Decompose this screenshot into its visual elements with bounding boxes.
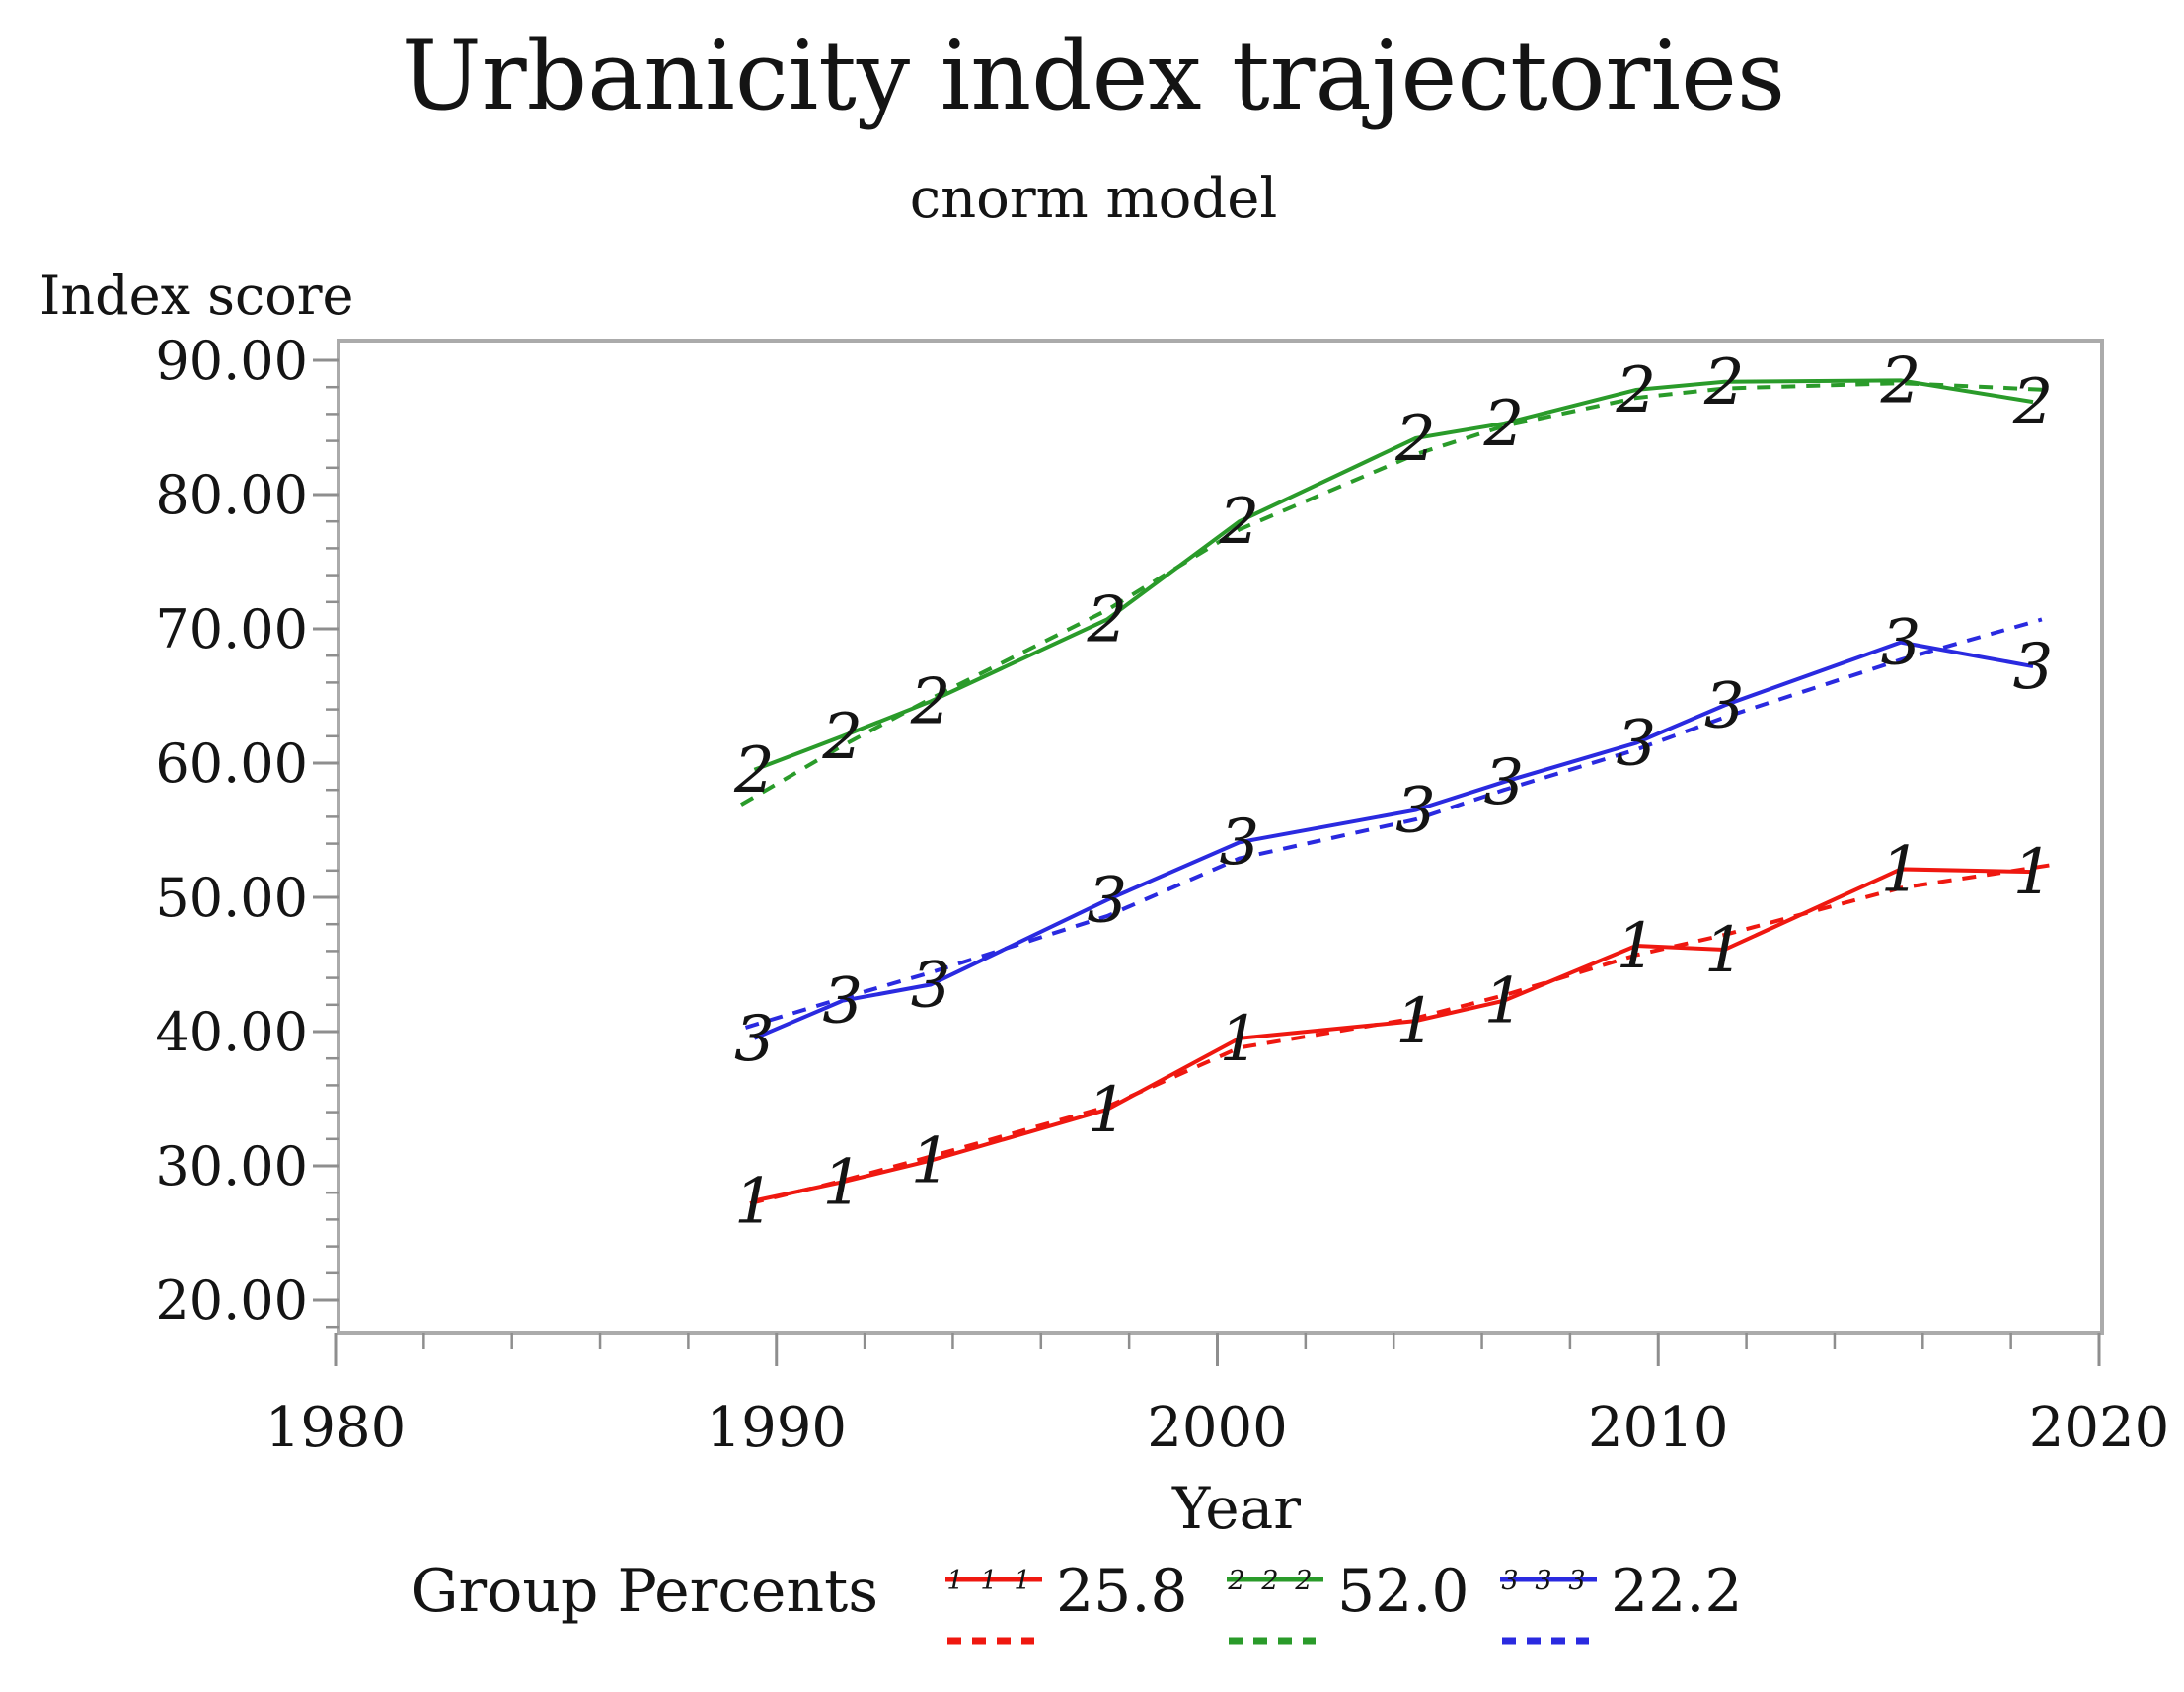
- group-3-marker: 3: [911, 949, 951, 1022]
- y-tick-label: 80.00: [155, 464, 308, 526]
- legend-marker-digit-2: 2: [1260, 1566, 1278, 1596]
- x-tick-label: 2000: [1147, 1396, 1288, 1460]
- chart-subtitle: cnorm model: [910, 167, 1278, 231]
- legend-marker-digit-3: 3: [1568, 1566, 1585, 1596]
- group-1-marker: 1: [1395, 985, 1436, 1058]
- legend-marker-digit-3: 3: [1535, 1566, 1551, 1596]
- group-2-observed-line: [753, 378, 2034, 772]
- legend-marker-digit-2: 2: [1294, 1566, 1312, 1596]
- group-1-marker: 1: [2013, 836, 2054, 909]
- y-tick-label: 70.00: [155, 598, 308, 660]
- group-1-marker: 1: [822, 1146, 863, 1219]
- legend-entries: 1 1 1 25.8 2 2 2 52.0 3 3 3 22.2: [945, 1557, 1743, 1645]
- group-2-fitted-line: [740, 381, 2047, 807]
- group-3-marker: 3: [1395, 775, 1436, 848]
- y-tick-label: 40.00: [155, 1001, 308, 1063]
- x-tick-label: 2020: [2029, 1396, 2170, 1460]
- group-3-observed-line: [753, 640, 2034, 1040]
- y-tick-label: 20.00: [155, 1269, 308, 1332]
- x-tick-label: 1980: [265, 1396, 407, 1460]
- group-2-marker: 2: [1616, 354, 1657, 427]
- chart-title: Urbanicity index trajectories: [402, 21, 1785, 131]
- group-2-marker: 2: [733, 734, 775, 808]
- group-1-observed-line: [753, 867, 2034, 1203]
- x-tick-label: 1990: [706, 1396, 847, 1460]
- group-1-marker: 1: [1704, 914, 1745, 987]
- plot-box: [337, 339, 2104, 1335]
- group-1-marker: 1: [1484, 965, 1525, 1038]
- group-3-marker: 3: [734, 1003, 775, 1076]
- legend-marker-digit-1: 1: [980, 1566, 997, 1596]
- group-2-marker: 2: [1218, 486, 1259, 559]
- group-3-marker: 3: [1617, 708, 1657, 781]
- group-2-marker: 2: [910, 665, 951, 738]
- group-2-marker: 2: [1880, 345, 1921, 418]
- x-axis-title: Year: [1171, 1475, 1301, 1542]
- group-1-marker: 1: [1881, 833, 1921, 906]
- group-1-marker: 1: [911, 1125, 951, 1198]
- y-tick-label: 50.00: [155, 867, 308, 929]
- group-3-marker: 3: [1219, 807, 1259, 880]
- group-1-fitted-line: [749, 863, 2052, 1206]
- group-3-marker: 3: [1881, 607, 1921, 680]
- group-3-marker: 3: [1087, 865, 1127, 938]
- group-1-marker: 1: [1617, 910, 1657, 983]
- y-axis-title: Index score: [39, 265, 354, 327]
- group-3-marker: 3: [1484, 746, 1525, 819]
- group-2-marker: 2: [1394, 403, 1436, 476]
- axis-ticks: 90.00 80.00 70.00 60.00 50.00 40.00 30.00 20.00…: [155, 330, 2169, 1460]
- legend-percent-2: 52.0: [1337, 1557, 1469, 1626]
- legend-percent-3: 22.2: [1611, 1557, 1743, 1626]
- group-2-marker: 2: [1703, 346, 1745, 420]
- legend-marker-digit-1: 1: [1014, 1566, 1030, 1596]
- x-tick-label: 2010: [1588, 1396, 1729, 1460]
- legend-marker-digit-2: 2: [1227, 1566, 1244, 1596]
- group-3-marker: 3: [822, 965, 863, 1038]
- legend-label: Group Percents: [412, 1557, 878, 1626]
- y-tick-label: 90.00: [155, 330, 308, 392]
- group-1-marker: 1: [1087, 1074, 1127, 1147]
- legend-percent-1: 25.8: [1056, 1557, 1188, 1626]
- group-2-marker: 2: [1483, 388, 1525, 461]
- group-2-marker: 2: [2012, 366, 2054, 439]
- group-1-marker: 1: [734, 1165, 775, 1238]
- group-3-marker: 3: [1704, 670, 1745, 743]
- group-3-fitted-line: [744, 617, 2043, 1030]
- y-tick-label: 30.00: [155, 1135, 308, 1197]
- legend-marker-digit-3: 3: [1501, 1566, 1518, 1596]
- group-2-marker: 2: [821, 701, 863, 774]
- group-1-marker: 1: [1219, 1003, 1259, 1076]
- legend-marker-digit-1: 1: [946, 1566, 963, 1596]
- group-3-marker: 3: [2013, 631, 2054, 704]
- group-2-marker: 2: [1086, 583, 1127, 656]
- y-tick-label: 60.00: [155, 732, 308, 795]
